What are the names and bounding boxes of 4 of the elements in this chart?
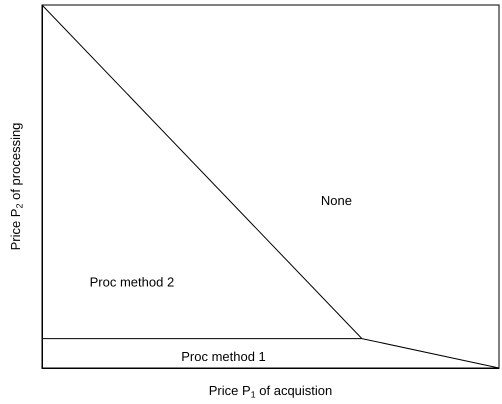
annotation: Proc method 1: [181, 349, 266, 364]
annotation: Proc method 2: [90, 274, 174, 290]
y-axis-title: Price P2 of processing: [8, 122, 24, 250]
annotation: None: [320, 193, 352, 208]
